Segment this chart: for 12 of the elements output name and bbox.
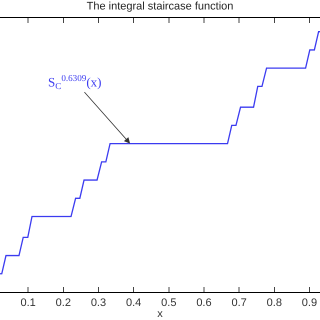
x-tick-label: 0.9 [302,297,318,310]
x-tick-label: 0.7 [231,297,247,310]
x-axis-title: x [157,308,164,320]
x-tick-label: 0.8 [266,297,282,310]
x-tick-label: 0.4 [126,297,142,310]
chart-title: The integral staircase function [86,0,234,12]
x-tick-label: 0.3 [90,297,106,310]
annotation: S$_{C}$$^{0.6309}$(x) [48,73,102,92]
x-tick-label: 0.2 [56,297,71,310]
x-tick-label: 0.6 [196,297,212,310]
x-tick-label: 0.1 [20,297,36,310]
x-tick-label: 0.5 [161,297,176,310]
